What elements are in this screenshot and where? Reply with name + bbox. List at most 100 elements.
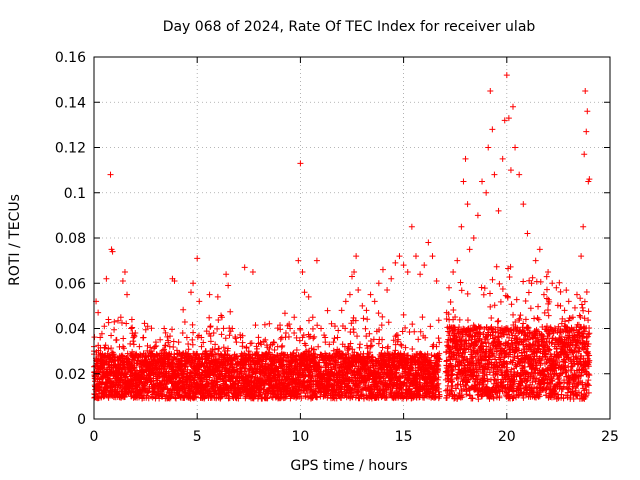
data-point [298, 395, 305, 402]
data-point [214, 325, 221, 332]
data-point [170, 343, 177, 350]
data-point [108, 332, 115, 339]
data-point [211, 346, 218, 353]
data-point [198, 343, 205, 350]
data-point [129, 324, 136, 331]
data-point [102, 342, 109, 349]
data-point [123, 320, 130, 327]
data-point [151, 369, 158, 376]
data-point [164, 333, 171, 340]
data-point [248, 340, 255, 347]
data-point [291, 330, 298, 337]
data-point [296, 337, 303, 344]
grid-lines [94, 57, 610, 419]
data-point [281, 310, 288, 317]
data-point [111, 326, 118, 333]
data-point [297, 326, 304, 333]
data-point [124, 350, 131, 357]
data-point [131, 364, 138, 371]
data-point [185, 346, 192, 353]
data-point [111, 318, 118, 325]
data-point [105, 392, 112, 399]
data-point [232, 335, 239, 342]
data-point [133, 393, 140, 400]
data-point [200, 339, 207, 346]
data-point [170, 338, 177, 345]
data-point [180, 306, 187, 313]
data-point [226, 332, 233, 339]
data-point [252, 322, 259, 329]
data-point [216, 345, 223, 352]
data-point [172, 395, 179, 402]
data-point [189, 341, 196, 348]
data-point [181, 368, 188, 375]
data-point [229, 360, 236, 367]
data-point [277, 335, 284, 342]
data-point [142, 326, 149, 333]
data-point [101, 345, 108, 352]
data-point [110, 351, 117, 358]
data-point [243, 371, 250, 378]
data-point [96, 369, 103, 376]
data-point [225, 389, 232, 396]
data-point [162, 342, 169, 349]
data-point [147, 344, 154, 351]
data-point [134, 384, 141, 391]
data-point [131, 333, 138, 340]
data-points [91, 72, 593, 403]
data-point [283, 393, 290, 400]
data-point [285, 333, 292, 340]
data-point [212, 341, 219, 348]
data-point [224, 345, 231, 352]
data-point [261, 321, 268, 328]
data-point [279, 362, 286, 369]
data-point [105, 345, 112, 352]
data-point [217, 394, 224, 401]
data-point [220, 344, 227, 351]
data-point [243, 344, 250, 351]
data-point [189, 321, 196, 328]
chart-title: Day 068 of 2024, Rate Of TEC Index for r… [163, 19, 536, 35]
data-point [255, 334, 262, 341]
data-point [227, 308, 234, 315]
data-point [207, 333, 214, 340]
data-point [184, 366, 191, 373]
data-point [241, 365, 248, 372]
data-point [169, 326, 176, 333]
data-point [120, 335, 127, 342]
data-point [279, 342, 286, 349]
data-point [235, 395, 242, 402]
data-point [239, 339, 246, 346]
data-point [165, 339, 172, 346]
data-point [286, 321, 293, 328]
data-point [162, 329, 169, 336]
data-point [127, 340, 134, 347]
data-point [185, 340, 192, 347]
data-point [293, 346, 300, 353]
data-point [220, 325, 227, 332]
data-point [264, 394, 271, 401]
data-point [215, 317, 222, 324]
data-point [190, 329, 197, 336]
data-point [266, 320, 273, 327]
data-point [128, 316, 135, 323]
data-point [218, 331, 225, 338]
data-point [271, 346, 278, 353]
data-point [130, 341, 137, 348]
data-point [115, 317, 122, 324]
data-point [277, 326, 284, 333]
data-point [157, 336, 164, 343]
data-point [172, 394, 179, 401]
data-point [206, 314, 213, 321]
data-point [141, 320, 148, 327]
data-point [222, 335, 229, 342]
data-point [297, 390, 304, 397]
data-point [148, 325, 155, 332]
data-point [293, 334, 300, 341]
data-point [98, 330, 105, 337]
data-point [207, 338, 214, 345]
data-point [167, 333, 174, 340]
data-point [151, 343, 158, 350]
